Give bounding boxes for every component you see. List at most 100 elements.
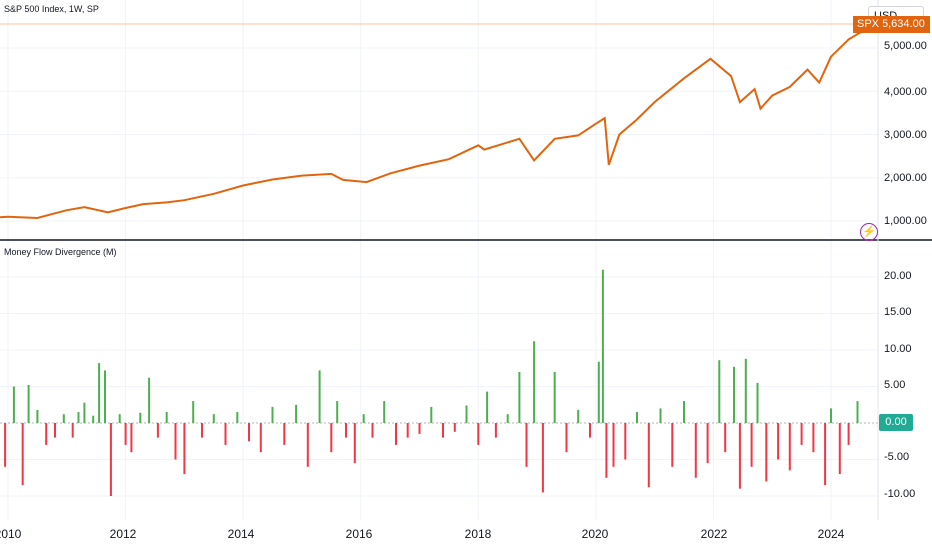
negative-bar (395, 423, 397, 445)
y-tick-2000: 2,000.00 (884, 172, 927, 184)
x-tick-2022: 2022 (700, 527, 728, 541)
negative-bar (71, 423, 74, 438)
negative-bar (124, 423, 127, 445)
positive-bar (336, 401, 339, 423)
negative-bar (406, 423, 409, 438)
negative-bar (647, 423, 650, 488)
x-tick-2010: 2010 (0, 527, 22, 541)
x-tick-2014: 2014 (227, 527, 255, 541)
negative-bar (477, 423, 480, 445)
negative-bar (453, 423, 456, 432)
divergence-bars (4, 269, 859, 496)
negative-bar (724, 423, 727, 453)
negative-bar (156, 423, 159, 438)
positive-bar (362, 414, 365, 423)
positive-bar (383, 401, 386, 423)
positive-bar (486, 391, 489, 423)
ind-tick-15: 15.00 (884, 306, 912, 318)
negative-bar (765, 423, 768, 482)
lightning-icon[interactable]: ⚡ (860, 223, 878, 241)
negative-bar (525, 423, 528, 467)
negative-bar (259, 423, 262, 453)
positive-bar (318, 370, 321, 423)
positive-bar (77, 412, 80, 423)
negative-bar (183, 423, 186, 475)
positive-bar (601, 269, 604, 423)
positive-bar (465, 405, 468, 423)
positive-bar (148, 377, 151, 423)
positive-bar (236, 412, 239, 423)
positive-bar (533, 341, 536, 423)
positive-bar (518, 371, 521, 423)
negative-bar (788, 423, 791, 471)
positive-bar (139, 412, 142, 423)
negative-bar (353, 423, 356, 464)
negative-bar (418, 423, 421, 434)
positive-bar (733, 366, 735, 423)
negative-bar (800, 423, 803, 445)
positive-bar (744, 358, 747, 423)
y-tick-3000: 3,000.00 (884, 129, 927, 141)
negative-bar (838, 423, 841, 475)
indicator-pane-grid (0, 241, 878, 520)
negative-bar (21, 423, 24, 486)
x-tick-2020: 2020 (581, 527, 609, 541)
ind-tick-10: 10.00 (884, 343, 912, 355)
negative-bar (738, 423, 741, 489)
x-tick-2018: 2018 (464, 527, 492, 541)
negative-bar (494, 423, 497, 438)
negative-bar (248, 423, 250, 442)
positive-bar (98, 363, 101, 423)
positive-bar (192, 401, 195, 423)
positive-bar (92, 415, 95, 423)
positive-bar (165, 412, 168, 423)
y-tick-5000: 5,000.00 (884, 40, 927, 52)
negative-bar (201, 423, 203, 438)
negative-bar (283, 423, 286, 445)
negative-bar (45, 423, 48, 445)
indicator-title[interactable]: Money Flow Divergence (M) (4, 247, 117, 257)
negative-bar (812, 423, 815, 453)
zero-value-badge: 0.00 (879, 414, 913, 431)
ind-tick-minus-10: -10.00 (884, 488, 916, 500)
y-tick-4000: 4,000.00 (884, 86, 927, 98)
positive-bar (756, 382, 759, 423)
main-pane-grid (0, 0, 878, 239)
positive-bar (271, 406, 274, 423)
symbol-title[interactable]: S&P 500 Index, 1W, SP (4, 4, 99, 14)
negative-bar (750, 423, 753, 467)
positive-bar (830, 408, 832, 423)
spx-last-price: 5,634.00 (878, 16, 930, 33)
negative-bar (4, 423, 7, 467)
positive-bar (212, 414, 215, 423)
negative-bar (624, 423, 627, 460)
ind-tick-5: 5.00 (884, 379, 906, 391)
negative-bar (694, 423, 697, 478)
y-tick-1000: 1,000.00 (884, 215, 927, 227)
negative-bar (612, 423, 615, 467)
positive-bar (36, 409, 39, 423)
spx-price-line (0, 29, 864, 220)
positive-bar (577, 409, 580, 423)
positive-bar (27, 385, 30, 423)
negative-bar (589, 423, 591, 438)
negative-bar (706, 423, 709, 464)
positive-bar (856, 401, 859, 423)
negative-bar (605, 423, 608, 478)
positive-bar (718, 360, 721, 423)
negative-bar (330, 423, 333, 453)
negative-bar (109, 423, 112, 496)
positive-bar (62, 414, 65, 423)
negative-bar (541, 423, 544, 493)
positive-bar (12, 386, 15, 423)
positive-bar (295, 404, 298, 424)
negative-bar (345, 423, 347, 438)
negative-bar (130, 423, 133, 453)
negative-bar (442, 423, 444, 438)
x-tick-2012: 2012 (109, 527, 137, 541)
negative-bar (174, 423, 177, 460)
positive-bar (553, 371, 556, 423)
negative-bar (224, 423, 227, 445)
